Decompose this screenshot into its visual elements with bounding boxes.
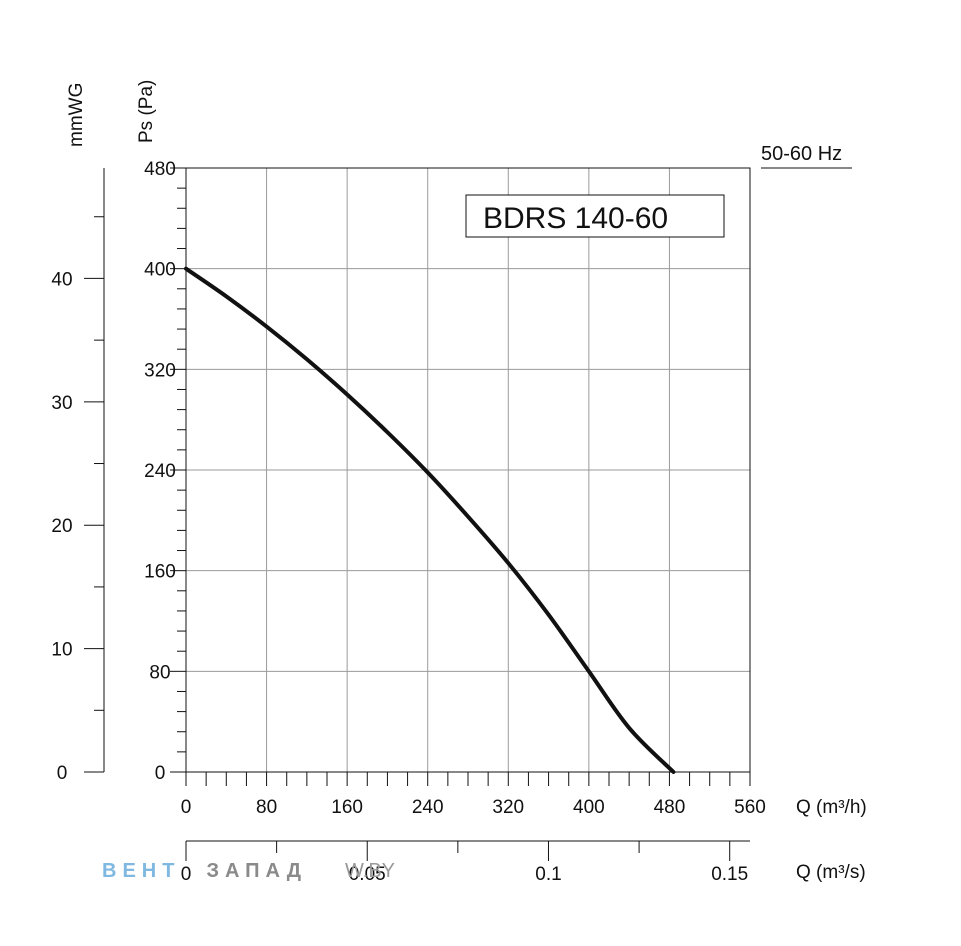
y-tick-label: 320 (144, 360, 176, 381)
y-tick-label: 80 (149, 662, 170, 683)
y2-axis-title: mmWG (66, 83, 87, 147)
x2-axis-title: Q (m³/s) (796, 862, 866, 883)
grid (186, 168, 750, 772)
y-tick-label: 400 (144, 260, 176, 281)
y-axis-title: Ps (Pa) (136, 80, 157, 143)
x-tick-label: 240 (412, 797, 444, 818)
watermark-part-3: W.BY (345, 860, 395, 882)
performance-curve (184, 266, 676, 774)
y2-tick-label: 20 (51, 516, 72, 537)
x-tick-label: 160 (331, 797, 363, 818)
y-tick-label: 240 (144, 461, 176, 482)
x-tick-label: 0 (181, 797, 192, 818)
x-axis-title: Q (m³/h) (796, 797, 867, 818)
series (184, 266, 676, 774)
x-tick-label: 320 (492, 797, 524, 818)
watermark-logo: ВЕНТ ЗАПАД W.BY (102, 860, 395, 882)
y2-tick-label: 10 (51, 640, 72, 661)
model-label: BDRS 140-60 (483, 202, 668, 235)
watermark-part-1: ВЕНТ (102, 860, 180, 882)
x2-tick-label: 0.15 (711, 864, 748, 885)
tick-labels: 0 80 160 240 320 400 480 5600801602403204004800… (51, 159, 765, 885)
x-tick-label: 560 (734, 797, 766, 818)
x-tick-label: 400 (573, 797, 605, 818)
y2-tick-label: 40 (51, 269, 72, 290)
model-label-box (465, 194, 725, 238)
y2-tick-label: 0 (57, 763, 68, 784)
y-tick-label: 0 (155, 763, 166, 784)
axes (84, 167, 751, 861)
x-tick-label: 80 (256, 797, 277, 818)
y2-tick-label: 30 (51, 393, 72, 414)
x-tick-label: 480 (654, 797, 686, 818)
y-tick-label: 480 (144, 159, 176, 180)
x2-tick-label: 0 (181, 864, 192, 885)
frequency-label: 50-60 Hz (761, 143, 842, 165)
x2-tick-label: 0.05 (349, 864, 386, 885)
x2-tick-label: 0.1 (535, 864, 561, 885)
watermark-part-2: ЗАПАД (206, 860, 307, 882)
y-tick-label: 160 (144, 562, 176, 583)
